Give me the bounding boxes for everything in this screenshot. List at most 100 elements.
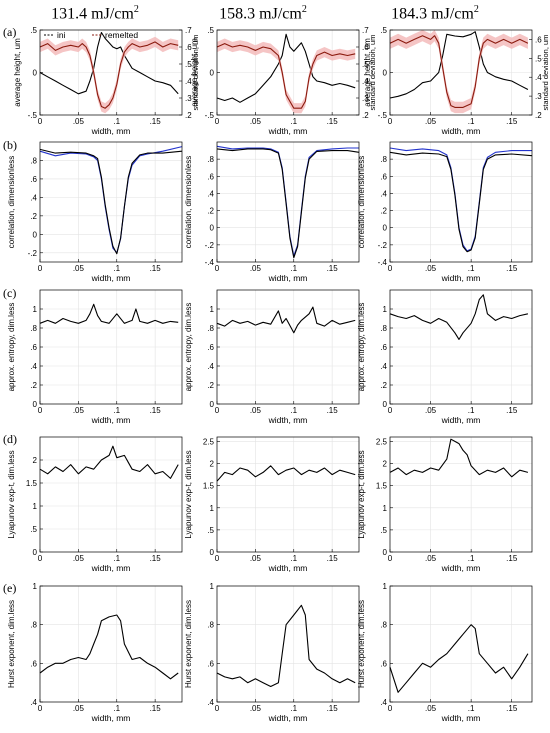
panel-c3-ytick-label: .6 <box>380 343 387 352</box>
panel-d3-plot-area <box>390 437 532 552</box>
legend-label-remelted: remelted <box>105 30 138 40</box>
panel-d2-ylabel: Lyapunov exp-t, dim.less <box>184 450 193 538</box>
panel-e3-ytick-label: .4 <box>380 698 387 707</box>
panel-c1-line-series-1 <box>39 303 179 324</box>
panel-d3-ytick-label: 0 <box>383 548 388 557</box>
panel-d2-ytick-label: 1 <box>210 504 215 513</box>
panel-c3-ytick-label: .2 <box>380 381 387 390</box>
panel-d1-ytick-label: .5 <box>30 525 37 534</box>
panel-d3-xlabel: width, mm <box>441 563 481 573</box>
panel-e1-frame <box>39 585 183 703</box>
panel-d3-ytick-label: 1.5 <box>376 482 388 491</box>
panel-d3-xtick-label: .15 <box>506 554 518 563</box>
panel-a3-y2tick-label: .2 <box>535 111 542 120</box>
row-label-c: (c) <box>3 286 17 300</box>
panel-b1-frame <box>39 141 183 263</box>
panel-e2-line-series-1 <box>216 604 356 688</box>
panel-d2-ytick-label: 2 <box>210 460 215 469</box>
row-label-d: (d) <box>3 432 17 446</box>
panel-b3-ytick-label: -.4 <box>378 258 388 267</box>
panel-b3-ytick-label: .2 <box>380 207 387 216</box>
panel-b2-xtick-label: .1 <box>290 264 297 273</box>
panel-a3-ytick-label: -.5 <box>378 111 388 120</box>
panel-d2-xlabel: width, mm <box>268 563 308 573</box>
panel-a2-ytick-label: 0 <box>210 69 215 78</box>
panel-d2: 0 .05 .1 .15 0 .5 1 1.5 2 2.5 width, mm Lyapunov ex… <box>184 436 360 573</box>
panel-c2: 0 .05 .1 .15 0 .2 .4 .6 .8 1 width, mm approx. entr… <box>184 289 360 425</box>
panel-d3-ylabel: Lyapunov exp-t, dim.less <box>357 450 366 538</box>
panel-e2-xlabel: width, mm <box>268 713 308 723</box>
panel-d3-ytick-label: 2.5 <box>376 437 388 446</box>
panel-d2-ytick-label: .5 <box>207 526 214 535</box>
panel-b1-plot-area <box>40 142 182 262</box>
panel-e2: 0 .05 .1 .15 .4 .6 .8 1 width, mm Hurst exponent,… <box>184 582 360 723</box>
panel-a1-band-remelted <box>40 36 179 114</box>
panel-d1-xtick-label: .15 <box>150 554 162 563</box>
panel-a3-xtick-label: .1 <box>468 117 475 126</box>
panel-b2-ytick-label: .8 <box>207 155 214 164</box>
panel-a2-line-remelted <box>216 43 356 109</box>
panel-a3-y2tick-label: .3 <box>535 92 542 101</box>
panel-a3-ylabel: average height, um <box>363 38 372 107</box>
panel-d1-ylabel: Lyapunov exp-t, dim.less <box>7 450 16 538</box>
panel-a2-ylabel: average height, um <box>190 38 199 107</box>
panel-e2-xtick-label: .1 <box>290 704 297 713</box>
panel-a2-ytick-label: -.5 <box>205 111 215 120</box>
panel-b1-ytick-label: -.2 <box>28 249 38 258</box>
panel-e1-ytick-label: 1 <box>33 582 38 591</box>
panel-a3-band-remelted <box>390 30 528 114</box>
panel-d1-line-series-1 <box>39 445 179 479</box>
panel-b2-frame <box>216 141 360 263</box>
panel-c3-xtick-label: .05 <box>425 406 437 415</box>
panel-d3-ytick-label: .5 <box>380 526 387 535</box>
panel-d2-xtick-label: .05 <box>250 554 262 563</box>
panel-a3-xtick-label: 0 <box>388 117 393 126</box>
panel-b1-xlabel: width, mm <box>91 273 131 283</box>
panel-c2-ytick-label: .4 <box>207 362 214 371</box>
panel-c1-ylabel: approx. entropy, dim.less <box>7 303 16 392</box>
panel-a3-ytick-label: 0 <box>383 69 388 78</box>
panel-c1-xtick-label: .15 <box>150 406 162 415</box>
panel-c2-ytick-label: .2 <box>207 381 214 390</box>
panel-d3: 0 .05 .1 .15 0 .5 1 1.5 2 2.5 width, mm Lyapunov ex… <box>357 436 533 573</box>
panel-c2-xtick-label: .1 <box>290 406 297 415</box>
row-label-a: (a) <box>3 25 17 39</box>
panel-b3-ylabel: correlation, dimensionless <box>357 156 366 249</box>
panel-a2-xlabel: width, mm <box>268 126 308 136</box>
panel-b1-xtick-label: 0 <box>38 264 43 273</box>
panel-e3-plot-area <box>390 586 532 702</box>
panel-c3-xlabel: width, mm <box>441 415 481 425</box>
panel-c1-xtick-label: .05 <box>73 406 85 415</box>
panel-a1-y2tick-label: .5 <box>185 60 192 69</box>
panel-c3-ytick-label: .4 <box>380 362 387 371</box>
panel-c2-ytick-label: 0 <box>210 400 215 409</box>
panel-b2-ytick-label: .2 <box>207 207 214 216</box>
panel-c3-line-series-1 <box>389 294 529 340</box>
panel-b2-ylabel: correlation, dimensionless <box>184 156 193 249</box>
panel-a3-xtick-label: .05 <box>425 117 437 126</box>
panel-e1-ytick-label: .6 <box>30 659 37 668</box>
panel-b3-line-series-1 <box>389 147 532 252</box>
panel-e1-xtick-label: .05 <box>73 704 85 713</box>
panel-c3-xtick-label: .15 <box>506 406 518 415</box>
panel-b1-xtick-label: .1 <box>113 264 120 273</box>
panel-a3-xlabel: width, mm <box>441 126 481 136</box>
panel-e3-line-series-1 <box>389 624 529 693</box>
panel-a1-y2tick-label: .4 <box>185 77 192 86</box>
panel-b3-xtick-label: .1 <box>468 264 475 273</box>
panel-d2-ytick-label: 0 <box>210 548 215 557</box>
panel-b2-xtick-label: 0 <box>215 264 220 273</box>
panel-a2-y2tick-label: .4 <box>362 77 369 86</box>
panel-e1-ytick-label: .8 <box>30 621 37 630</box>
panel-a2-line-ini <box>216 33 356 103</box>
panel-b3: 0 .05 .1 .15 -.4 -.2 0 .2 .4 .6 .8 width, mm correla… <box>357 141 533 283</box>
panel-e3-xtick-label: .05 <box>425 704 437 713</box>
panel-a3-ytick-label: .5 <box>380 26 387 35</box>
panel-e3-xlabel: width, mm <box>441 713 481 723</box>
panel-e3-xtick-label: .1 <box>468 704 475 713</box>
panel-a3-line-remelted <box>389 35 529 108</box>
panel-c2-line-series-1 <box>216 306 356 334</box>
panel-d1: 0 .05 .1 .15 0 .5 1 1.5 2 width, mm Lyapunov exp-t… <box>7 436 183 573</box>
panel-b3-xlabel: width, mm <box>441 273 481 283</box>
